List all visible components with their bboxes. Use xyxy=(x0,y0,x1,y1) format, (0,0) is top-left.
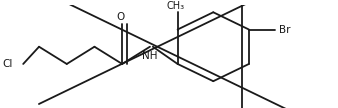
Text: CH₃: CH₃ xyxy=(167,1,185,11)
Text: NH: NH xyxy=(142,51,158,61)
Text: Cl: Cl xyxy=(2,59,12,69)
Text: Br: Br xyxy=(279,25,290,34)
Text: O: O xyxy=(116,12,124,22)
